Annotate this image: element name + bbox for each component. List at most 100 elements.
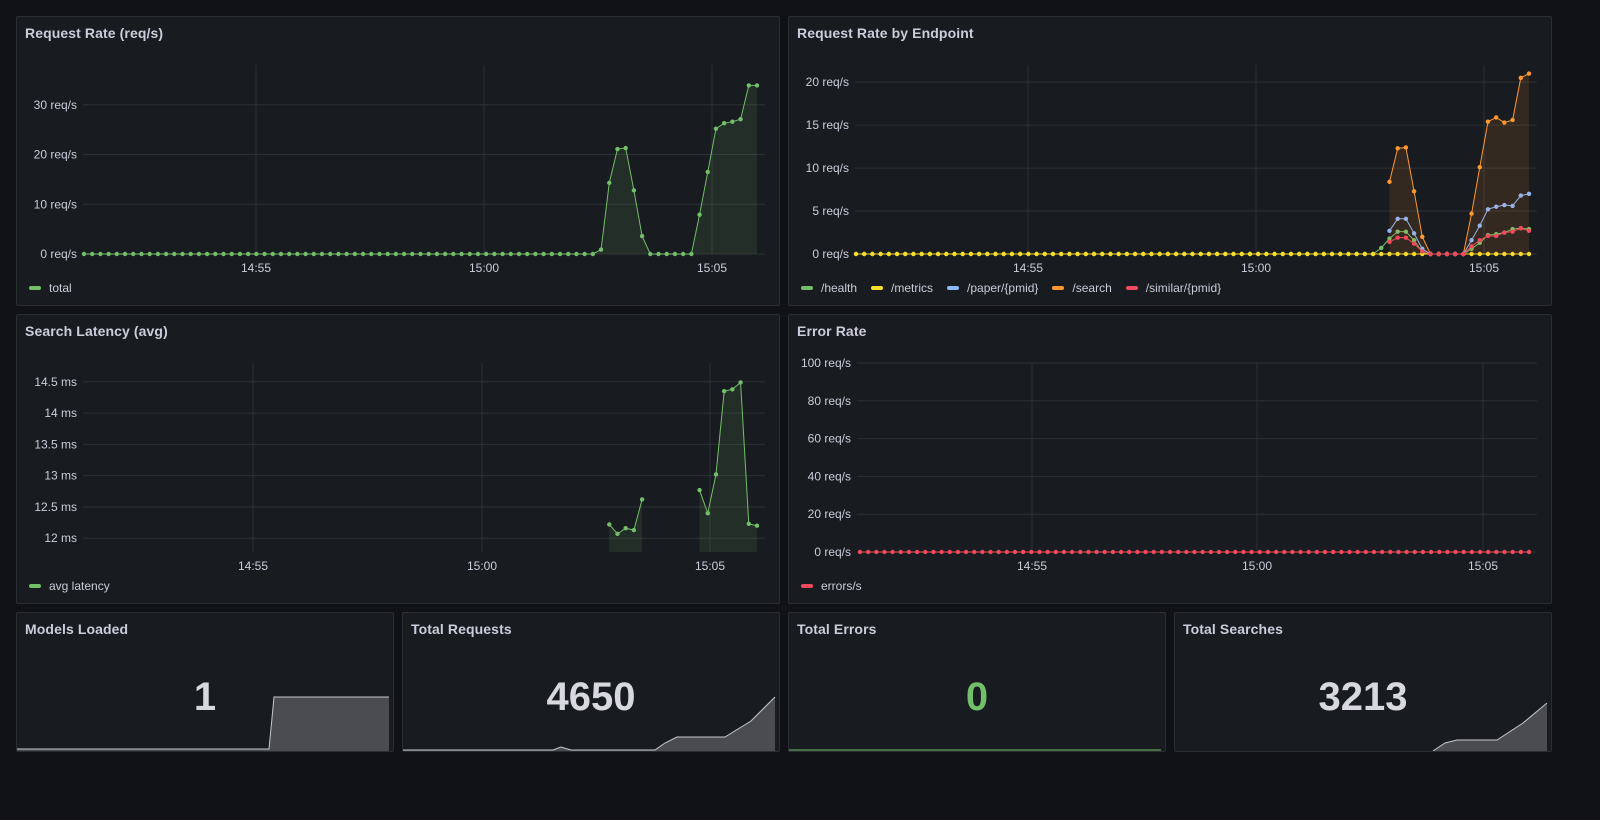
data-point-total[interactable] <box>508 251 513 257</box>
data-point-total[interactable] <box>360 251 366 257</box>
data-point-errors-s[interactable] <box>1282 549 1287 555</box>
data-point-metrics[interactable] <box>1411 251 1417 257</box>
data-point-metrics[interactable] <box>968 251 974 257</box>
data-point-errors-s[interactable] <box>857 549 863 555</box>
data-point-paper-pmid[interactable] <box>1526 191 1532 197</box>
data-point-health[interactable] <box>1403 229 1409 234</box>
data-point-errors-s[interactable] <box>1175 549 1181 555</box>
data-point-paper-pmid[interactable] <box>1510 203 1515 209</box>
data-point-total[interactable] <box>393 251 399 257</box>
data-point-total[interactable] <box>566 251 571 257</box>
data-point-errors-s[interactable] <box>939 549 944 555</box>
data-point-similar-pmid[interactable] <box>1493 233 1499 239</box>
data-point-total[interactable] <box>754 83 760 88</box>
data-point-metrics[interactable] <box>886 251 892 257</box>
data-point-errors-s[interactable] <box>1526 549 1532 555</box>
data-point-search[interactable] <box>1510 117 1515 123</box>
data-point-total[interactable] <box>738 117 743 122</box>
data-point-total[interactable] <box>311 251 317 257</box>
data-point-errors-s[interactable] <box>1445 549 1450 555</box>
data-point-search[interactable] <box>1518 75 1523 81</box>
data-point-total[interactable] <box>467 251 472 257</box>
data-point-metrics[interactable] <box>1091 251 1097 257</box>
data-point-metrics[interactable] <box>1198 251 1203 257</box>
data-point-errors-s[interactable] <box>1249 549 1254 555</box>
data-point-total[interactable] <box>295 251 300 257</box>
data-point-errors-s[interactable] <box>1069 549 1075 555</box>
data-point-errors-s[interactable] <box>980 549 985 555</box>
data-point-metrics[interactable] <box>1231 251 1236 257</box>
data-point-errors-s[interactable] <box>906 549 912 555</box>
data-point-metrics[interactable] <box>1149 251 1154 257</box>
data-point-total[interactable] <box>270 251 275 257</box>
data-point-errors-s[interactable] <box>1037 549 1042 555</box>
data-point-metrics[interactable] <box>1157 251 1162 257</box>
data-point-metrics[interactable] <box>911 251 916 257</box>
data-point-total[interactable] <box>631 188 637 193</box>
data-point-health[interactable] <box>1411 238 1417 243</box>
data-point-errors-s[interactable] <box>1371 549 1377 555</box>
data-point-metrics[interactable] <box>1214 251 1220 257</box>
data-point-avg-latency[interactable] <box>607 522 612 527</box>
data-point-total[interactable] <box>549 251 555 257</box>
data-point-total[interactable] <box>459 251 464 257</box>
data-point-total[interactable] <box>139 251 144 257</box>
data-point-errors-s[interactable] <box>996 549 1001 555</box>
data-point-avg-latency[interactable] <box>713 472 719 477</box>
data-point-metrics[interactable] <box>1132 251 1138 257</box>
data-point-paper-pmid[interactable] <box>1403 216 1409 221</box>
data-point-total[interactable] <box>598 247 604 252</box>
data-point-metrics[interactable] <box>1313 251 1318 257</box>
data-point-paper-pmid[interactable] <box>1395 216 1400 221</box>
data-point-total[interactable] <box>336 251 341 257</box>
data-point-total[interactable] <box>385 251 390 257</box>
data-point-total[interactable] <box>369 251 374 257</box>
data-point-errors-s[interactable] <box>1012 549 1018 555</box>
data-point-metrics[interactable] <box>1083 251 1089 257</box>
data-point-metrics[interactable] <box>1001 251 1006 257</box>
data-point-total[interactable] <box>639 233 645 239</box>
data-point-errors-s[interactable] <box>1388 549 1393 555</box>
data-point-metrics[interactable] <box>1247 251 1253 257</box>
data-point-total[interactable] <box>410 251 415 257</box>
data-point-errors-s[interactable] <box>1469 549 1475 555</box>
data-point-similar-pmid[interactable] <box>1461 251 1466 257</box>
data-point-total[interactable] <box>131 251 136 257</box>
data-point-metrics[interactable] <box>1206 251 1212 257</box>
data-point-errors-s[interactable] <box>1078 549 1083 555</box>
data-point-total[interactable] <box>442 251 448 257</box>
data-point-metrics[interactable] <box>1165 251 1171 257</box>
legend-item-health[interactable]: /health <box>801 281 857 295</box>
data-point-paper-pmid[interactable] <box>1469 238 1474 243</box>
legend-item-metrics[interactable]: /metrics <box>871 281 933 295</box>
legend-item-avg-latency[interactable]: avg latency <box>29 579 110 593</box>
data-point-metrics[interactable] <box>1017 251 1023 257</box>
data-point-metrics[interactable] <box>1354 251 1359 257</box>
data-point-similar-pmid[interactable] <box>1420 249 1425 254</box>
data-point-errors-s[interactable] <box>963 549 969 555</box>
data-point-errors-s[interactable] <box>1314 549 1320 555</box>
data-point-metrics[interactable] <box>1362 251 1368 257</box>
data-point-total[interactable] <box>623 145 628 151</box>
data-point-metrics[interactable] <box>1280 251 1285 257</box>
data-point-metrics[interactable] <box>1338 251 1343 257</box>
data-point-errors-s[interactable] <box>1257 549 1262 555</box>
data-point-metrics[interactable] <box>1255 251 1261 257</box>
data-point-metrics[interactable] <box>976 251 982 257</box>
data-point-total[interactable] <box>180 251 185 257</box>
data-point-similar-pmid[interactable] <box>1452 251 1458 257</box>
data-point-metrics[interactable] <box>1502 251 1507 257</box>
data-point-total[interactable] <box>196 251 202 257</box>
data-point-avg-latency[interactable] <box>639 497 645 502</box>
data-point-metrics[interactable] <box>1305 251 1310 257</box>
data-point-errors-s[interactable] <box>1379 549 1385 555</box>
legend-item-total[interactable]: total <box>29 281 72 295</box>
data-point-metrics[interactable] <box>1346 251 1351 257</box>
data-point-errors-s[interactable] <box>947 549 952 555</box>
data-point-search[interactable] <box>1493 115 1499 120</box>
data-point-errors-s[interactable] <box>1339 549 1344 555</box>
data-point-metrics[interactable] <box>1108 251 1113 257</box>
data-point-total[interactable] <box>500 251 505 257</box>
legend-item-paper[interactable]: /paper/{pmid} <box>947 281 1038 295</box>
data-point-errors-s[interactable] <box>1053 549 1059 555</box>
